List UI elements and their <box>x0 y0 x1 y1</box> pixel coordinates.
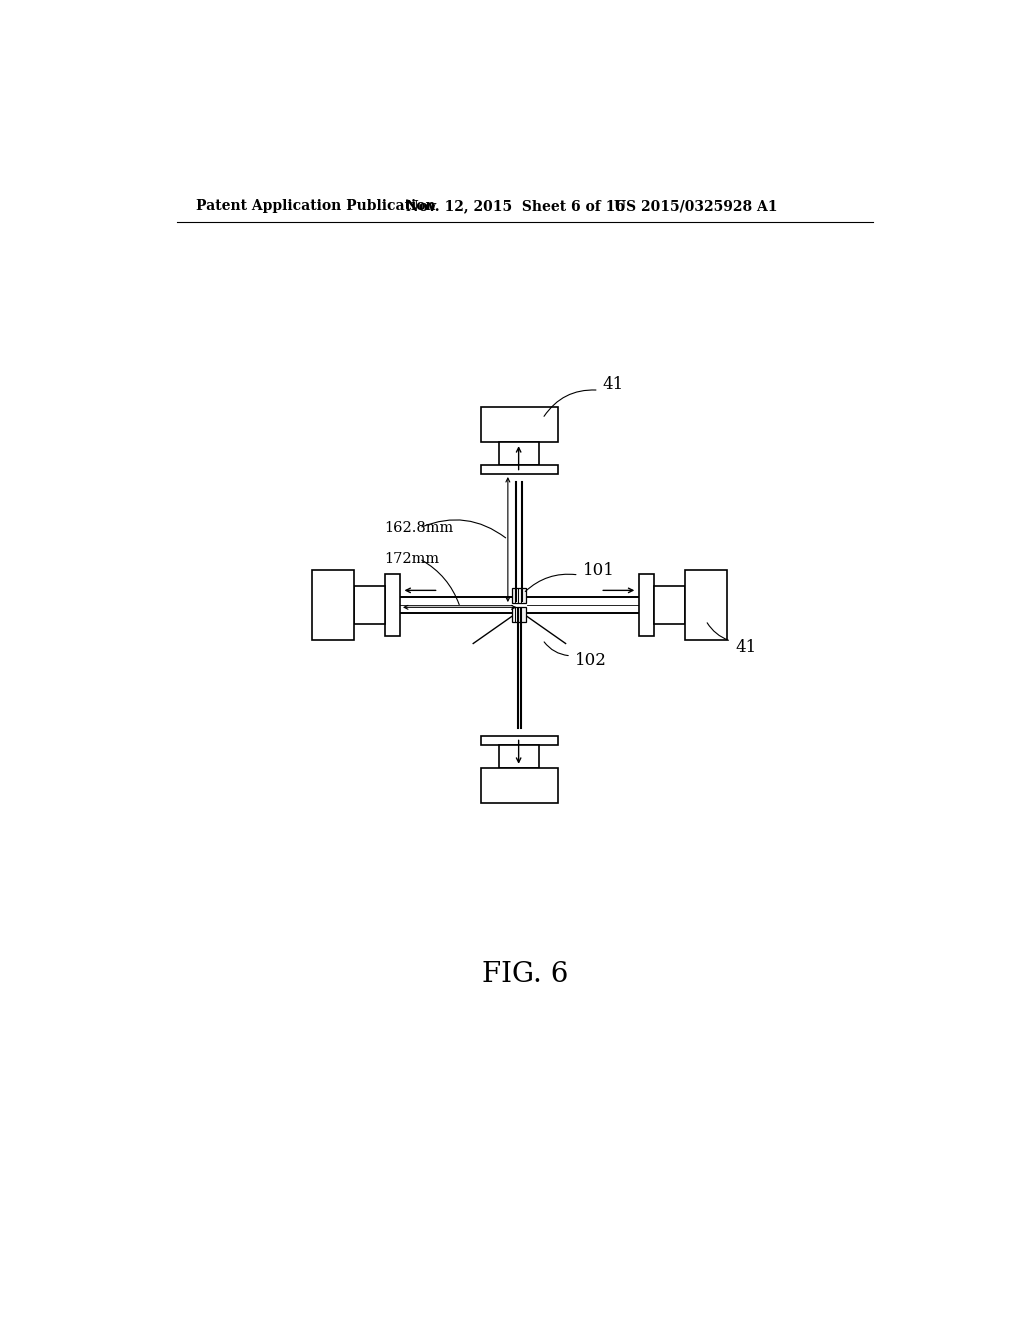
Text: 102: 102 <box>574 652 607 669</box>
Bar <box>500 442 540 465</box>
Bar <box>512 607 526 622</box>
Text: 172mm: 172mm <box>385 552 439 566</box>
Text: 41: 41 <box>735 639 757 656</box>
Text: 162.8mm: 162.8mm <box>385 521 454 535</box>
Bar <box>654 586 685 624</box>
Text: 101: 101 <box>583 562 614 579</box>
Bar <box>512 589 526 603</box>
Bar <box>354 586 385 624</box>
Text: Nov. 12, 2015  Sheet 6 of 16: Nov. 12, 2015 Sheet 6 of 16 <box>407 199 626 213</box>
Bar <box>639 574 654 636</box>
Text: Patent Application Publication: Patent Application Publication <box>196 199 435 213</box>
Bar <box>481 465 558 474</box>
Bar <box>481 737 558 744</box>
Text: US 2015/0325928 A1: US 2015/0325928 A1 <box>614 199 777 213</box>
Text: 41: 41 <box>602 375 624 392</box>
Bar <box>481 768 558 803</box>
Bar <box>481 407 558 442</box>
Bar <box>500 744 540 768</box>
Bar <box>385 574 400 636</box>
Text: FIG. 6: FIG. 6 <box>481 961 568 989</box>
Bar <box>311 570 354 640</box>
Bar <box>685 570 727 640</box>
